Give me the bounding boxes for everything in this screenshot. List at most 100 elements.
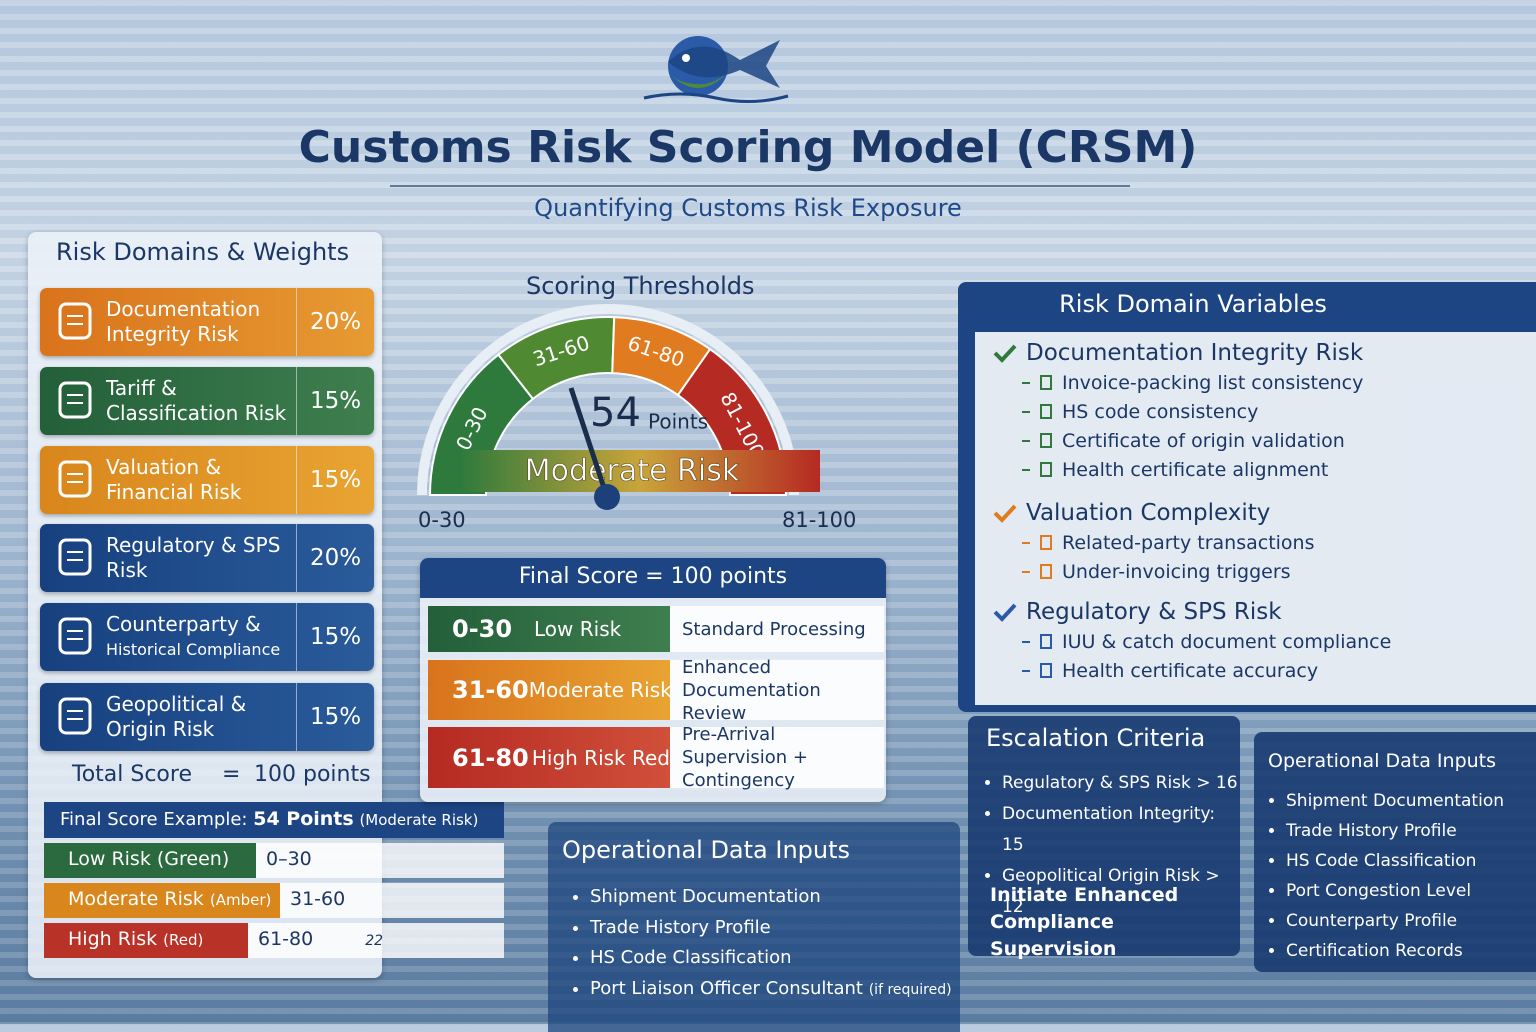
example-row: Low Risk (Green) 0–30 xyxy=(44,843,504,878)
escalation-item: Regulatory & SPS Risk > 16 xyxy=(1002,768,1240,799)
icon-frame xyxy=(58,538,92,576)
variables-body xyxy=(975,332,1536,705)
domain-icon xyxy=(58,381,92,419)
escalation-action: Initiate Enhanced Compliance Supervision xyxy=(990,884,1179,960)
ops-right-item: Shipment Documentation xyxy=(1286,786,1528,816)
final-level: High Risk Red xyxy=(531,745,670,770)
variable-group-label: Regulatory & SPS Risk xyxy=(1026,599,1282,625)
domain-weight: 20% xyxy=(296,524,374,592)
icon-frame xyxy=(58,617,92,655)
domain-label: Valuation & Financial Risk xyxy=(106,446,296,514)
example-label-cell: Low Risk (Green) xyxy=(44,843,256,878)
escalation-item: Documentation Integrity: 15 xyxy=(1002,799,1240,861)
domain-weight: 15% xyxy=(296,446,374,514)
ops-center-item: Shipment Documentation xyxy=(590,882,972,913)
variable-item: Under-invoicing triggers xyxy=(992,557,1522,586)
icon-frame xyxy=(58,381,92,419)
domain-label: Geopolitical & Origin Risk xyxy=(106,683,296,751)
ops-center-item: Port Liaison Officer Consultant (if requ… xyxy=(590,974,972,1006)
final-level-cell: 31-60 Moderate Risk xyxy=(428,660,672,720)
dash xyxy=(1022,410,1030,413)
final-action: Pre-Arrival Supervision + Contingency xyxy=(682,724,808,791)
variable-item-label: IUU & catch document compliance xyxy=(1062,630,1392,653)
variable-group: Documentation Integrity Risk Invoice-pack… xyxy=(992,340,1522,484)
variable-item: Invoice-packing list consistency xyxy=(992,368,1522,397)
score: 54 xyxy=(590,390,641,436)
domain-icon xyxy=(58,302,92,340)
final-row: 61-80 High Risk Red Pre-Arrival Supervisio… xyxy=(428,724,884,791)
variable-group-label: Documentation Integrity Risk xyxy=(1026,340,1364,366)
domain-card: Regulatory & SPS Risk 20% xyxy=(40,524,374,592)
dash xyxy=(1022,669,1030,672)
final-action: Enhanced Documentation Review xyxy=(682,656,821,724)
domain-label-line: Historical Compliance xyxy=(106,640,281,659)
total-label: Total Score xyxy=(72,762,192,787)
final-level-cell: 61-80 High Risk Red xyxy=(428,727,670,788)
variable-group-title: Documentation Integrity Risk xyxy=(992,340,1522,366)
example-note: (Moderate Risk) xyxy=(359,811,479,829)
doc-icon xyxy=(1040,535,1052,550)
example-range: 0–30 xyxy=(266,848,312,870)
domain-label-line: Documentation xyxy=(106,297,261,321)
variable-item-label: Certificate of origin validation xyxy=(1062,429,1345,452)
example-extra: 22 xyxy=(365,933,384,949)
wave xyxy=(643,92,789,104)
ops-right-list: Shipment DocumentationTrade History Prof… xyxy=(1268,786,1528,966)
escalation-item: Geopolitical Origin Risk > 12 xyxy=(1002,861,1240,923)
dash xyxy=(1022,640,1030,643)
needle-hub xyxy=(594,484,620,510)
example-label: High Risk xyxy=(68,928,158,950)
example-row: High Risk (Red) 61-80 22 xyxy=(44,923,504,958)
fish xyxy=(668,40,780,88)
variable-item-label: Health certificate accuracy xyxy=(1062,659,1319,682)
variable-item: Certificate of origin validation xyxy=(992,426,1522,455)
final-range: 0-30 xyxy=(452,615,513,643)
fish-eye xyxy=(682,54,690,62)
example-label-cell: High Risk (Red) xyxy=(44,923,248,958)
example-label-cell: Moderate Risk (Amber) xyxy=(44,883,280,918)
example-prefix: Final Score Example: xyxy=(60,809,248,830)
escalation-title: Escalation Criteria xyxy=(986,724,1206,752)
doc-icon xyxy=(1040,375,1052,390)
domain-label-line: Origin Risk xyxy=(106,717,215,741)
dash xyxy=(1022,541,1030,544)
level-label: Moderate Risk xyxy=(525,454,740,489)
total-sign: = xyxy=(222,762,241,787)
ops-right-item: HS Code Classification xyxy=(1286,846,1528,876)
logo xyxy=(643,36,789,104)
example-note: (Red) xyxy=(163,931,204,949)
dash xyxy=(1022,439,1030,442)
variables-title: Risk Domain Variables xyxy=(1059,290,1327,318)
gauge-min-label: 0-30 xyxy=(418,508,466,532)
example-row: Moderate Risk (Amber) 31-60 xyxy=(44,883,504,918)
variable-item-label: Under-invoicing triggers xyxy=(1062,560,1291,583)
gauge-max-label: 81-100 xyxy=(782,508,856,532)
ops-right-title: Operational Data Inputs xyxy=(1268,750,1497,772)
icon-frame xyxy=(58,697,92,735)
escalation-panel xyxy=(968,716,1240,956)
subtitle: Quantifying Customs Risk Exposure xyxy=(534,194,962,222)
domain-label: Tariff & Classification Risk xyxy=(106,367,296,435)
domain-icon xyxy=(58,697,92,735)
example-label: Moderate Risk xyxy=(68,888,204,910)
domain-label-line: Counterparty & xyxy=(106,612,261,636)
variable-item: Related-party transactions xyxy=(992,528,1522,557)
example-title: Final Score Example: 54 Points (Moderate… xyxy=(44,802,504,838)
final-table-title: Final Score = 100 points xyxy=(420,558,886,598)
ops-right-item: Counterparty Profile xyxy=(1286,906,1528,936)
domain-card: Geopolitical & Origin Risk 15% xyxy=(40,683,374,751)
variable-group-label: Valuation Complexity xyxy=(1026,500,1271,526)
escalation-list: Regulatory & SPS Risk > 16Documentation … xyxy=(984,768,1240,923)
domain-label-line: Classification Risk xyxy=(106,401,287,425)
example-range: 31-60 xyxy=(290,888,346,910)
dash xyxy=(1022,468,1030,471)
domain-icon xyxy=(58,460,92,498)
domain-label-line: Financial Risk xyxy=(106,480,242,504)
variable-group: Regulatory & SPS Risk IUU & catch documen… xyxy=(992,599,1522,685)
level-bar xyxy=(460,450,820,492)
final-level: Moderate Risk xyxy=(528,678,672,702)
leaf xyxy=(670,74,726,88)
final-range: 31-60 xyxy=(452,676,529,704)
domain-label-line: Tariff & xyxy=(106,376,177,400)
